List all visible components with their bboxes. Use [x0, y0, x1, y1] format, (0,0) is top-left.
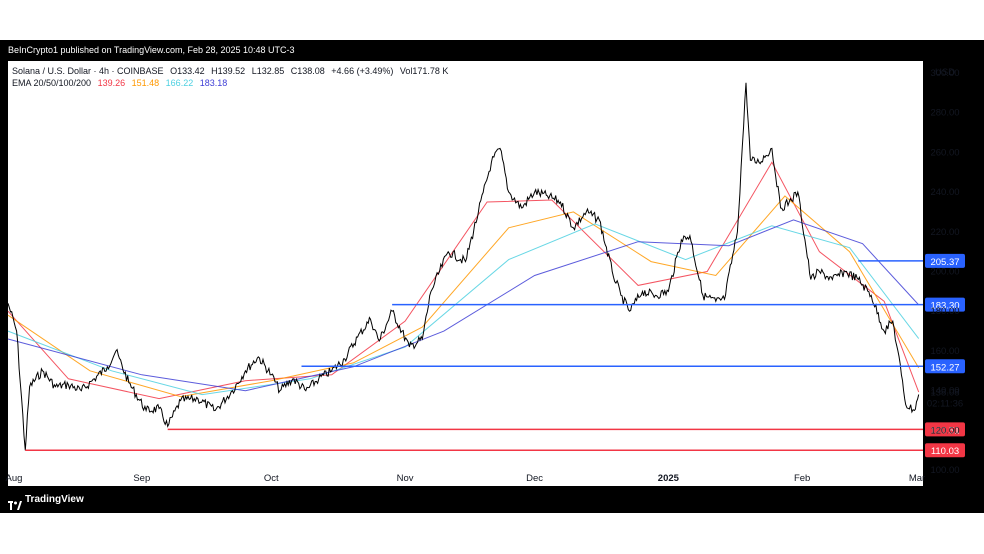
level-badge-110.03	[925, 443, 965, 458]
plot-area[interactable]: 205.37 183.30 152.27 120.51 110.03 100.00 120.…	[6, 61, 965, 486]
level-label-120.51: 120.51	[930, 425, 959, 436]
x-tick-label-feb: Feb	[794, 473, 810, 484]
ema20-value: 139.26	[97, 78, 126, 88]
ema-label[interactable]: EMA 20/50/100/200	[12, 78, 92, 88]
ohlc-close: C138.08	[290, 66, 325, 76]
y-tick-label: 140.00	[930, 386, 959, 397]
ema-line-ema200	[7, 219, 920, 392]
ema50-value: 151.48	[131, 78, 160, 88]
level-label-183.30: 183.30	[930, 301, 959, 312]
y-tick-label: 200.00	[930, 267, 959, 278]
ohlc-high: H139.52	[211, 66, 246, 76]
tradingview-logo-icon	[8, 495, 22, 521]
ema200-value: 183.18	[199, 78, 228, 88]
tradingview-brand[interactable]: TradingView	[25, 494, 84, 505]
level-label-205.37: 205.37	[930, 257, 959, 268]
y-tick-label: 160.00	[930, 346, 959, 357]
level-badge-183.30	[925, 297, 965, 312]
legend-ema-row: EMA 20/50/100/200 139.26 151.48 166.22 1…	[12, 77, 448, 89]
level-badge-205.37	[925, 253, 965, 268]
x-tick-label-sep: Sep	[133, 473, 150, 484]
level-label-152.27: 152.27	[930, 362, 959, 373]
y-tick-label: 240.00	[930, 187, 959, 198]
y-tick-label: 180.00	[930, 306, 959, 317]
publisher-header: BeInCrypto1 published on TradingView.com…	[0, 40, 984, 61]
last-price-label: 138.08	[930, 387, 959, 398]
x-tick-label-dec: Dec	[526, 473, 543, 484]
legend: Solana / U.S. Dollar · 4h · COINBASE O13…	[12, 65, 448, 89]
footer: TradingView	[0, 487, 984, 513]
publisher-line: BeInCrypto1 published on TradingView.com…	[8, 45, 295, 55]
ohlc-low: L132.85	[251, 66, 285, 76]
level-badge-152.27	[925, 359, 965, 374]
x-tick-label-2025: 2025	[658, 473, 680, 484]
ohlc-open: O133.42	[170, 66, 205, 76]
y-tick-label: 100.00	[930, 465, 959, 476]
ema-line-ema100	[7, 223, 920, 396]
x-tick-label-aug: Aug	[6, 473, 23, 484]
price-change: +4.66 (+3.49%)	[331, 66, 394, 76]
y-tick-label: 120.00	[930, 425, 959, 436]
symbol-label[interactable]: Solana / U.S. Dollar · 4h · COINBASE	[12, 66, 164, 76]
y-tick-label: 300.00	[930, 68, 959, 79]
countdown-label: 02:11:36	[927, 398, 963, 409]
ema-line-ema50	[7, 195, 920, 398]
currency-label: USD	[935, 67, 955, 78]
level-badge-120.51	[925, 422, 965, 437]
x-tick-label-nov: Nov	[397, 473, 414, 484]
ema100-value: 166.22	[165, 78, 194, 88]
volume: Vol171.78 K	[399, 66, 449, 76]
legend-symbol-row: Solana / U.S. Dollar · 4h · COINBASE O13…	[12, 65, 448, 77]
x-tick-label-oct: Oct	[264, 473, 279, 484]
x-tick-label-mar: Mar	[909, 473, 925, 484]
y-tick-label: 260.00	[930, 147, 959, 158]
price-chart[interactable]: 205.37 183.30 152.27 120.51 110.03 100.00 120.…	[6, 61, 976, 486]
price-line	[7, 82, 920, 451]
level-label-110.03: 110.03	[931, 446, 959, 457]
y-tick-label: 280.00	[930, 108, 959, 119]
y-tick-label: 220.00	[930, 227, 959, 238]
